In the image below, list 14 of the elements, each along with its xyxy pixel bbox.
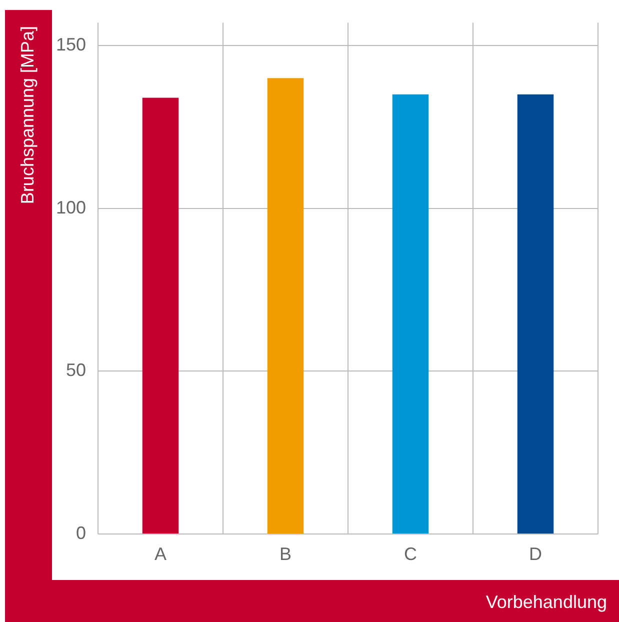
bar [392, 94, 429, 534]
x-axis-title: Vorbehandlung [486, 592, 607, 613]
y-tick-label: 100 [56, 197, 86, 218]
bar [267, 78, 304, 534]
x-tick-label: B [279, 544, 292, 564]
bar [142, 98, 179, 534]
x-tick-label: D [529, 544, 542, 564]
x-tick-label: C [404, 544, 417, 564]
y-tick-label: 0 [76, 522, 86, 543]
bar [517, 94, 554, 534]
x-tick-label: A [154, 544, 167, 564]
y-axis-title: Bruchspannung [MPa] [18, 26, 38, 204]
y-tick-label: 50 [66, 360, 86, 380]
y-tick-label: 150 [56, 34, 86, 55]
